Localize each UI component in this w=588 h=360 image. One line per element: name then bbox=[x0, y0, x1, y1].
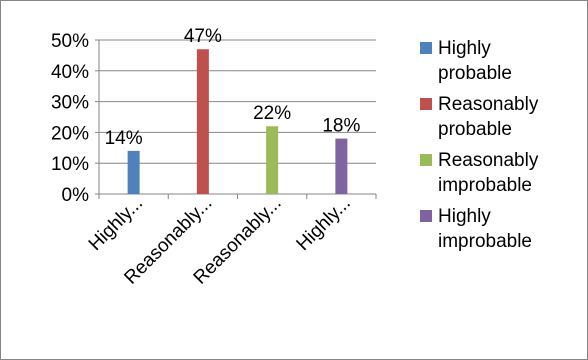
data-label: 47% bbox=[184, 26, 222, 47]
y-tick-label: 10% bbox=[51, 154, 89, 175]
legend-swatch bbox=[420, 210, 432, 222]
y-tick-label: 0% bbox=[62, 185, 90, 206]
x-tick-label: Highly... bbox=[85, 193, 147, 255]
legend-item-highly-probable: Highly probable bbox=[420, 36, 580, 86]
chart-legend: Highly probable Reasonably probable Reas… bbox=[420, 36, 580, 260]
legend-swatch bbox=[420, 42, 432, 54]
legend-swatch bbox=[420, 154, 432, 166]
legend-label: Highly improbable bbox=[438, 206, 532, 252]
data-label: 22% bbox=[253, 103, 291, 124]
bar bbox=[196, 49, 209, 194]
legend-item-highly-improbable: Highly improbable bbox=[420, 204, 580, 254]
legend-item-reasonably-probable: Reasonably probable bbox=[420, 92, 580, 142]
bar bbox=[266, 126, 279, 194]
bar bbox=[335, 138, 348, 194]
y-tick-label: 40% bbox=[51, 62, 89, 83]
data-label: 14% bbox=[105, 128, 143, 149]
legend-item-reasonably-improbable: Reasonably improbable bbox=[420, 148, 580, 198]
y-tick-label: 30% bbox=[51, 93, 89, 114]
y-tick-label: 20% bbox=[51, 123, 89, 144]
x-tick-label: Highly... bbox=[293, 193, 355, 255]
legend-label: Highly probable bbox=[438, 38, 512, 84]
bar bbox=[127, 150, 140, 194]
legend-label: Reasonably improbable bbox=[438, 150, 539, 196]
legend-swatch bbox=[420, 98, 432, 110]
data-label: 18% bbox=[322, 116, 360, 137]
legend-label: Reasonably probable bbox=[438, 94, 539, 140]
y-tick-label: 50% bbox=[51, 31, 89, 52]
